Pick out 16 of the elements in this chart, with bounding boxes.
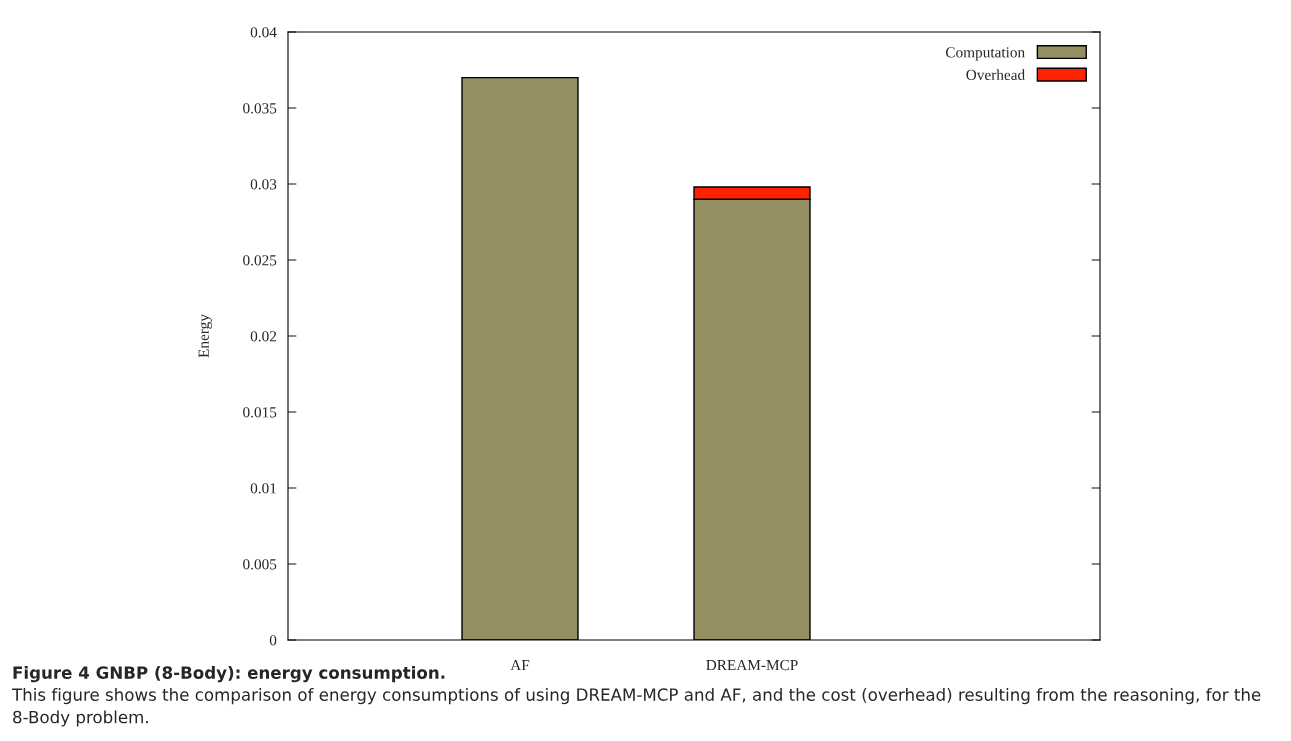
y-axis-title: Energy xyxy=(198,314,212,358)
y-tick-label: 0.025 xyxy=(243,255,277,266)
y-tick-label: 0.02 xyxy=(250,331,277,342)
text: This figure shows the comparison of energy consumptions of using DREAM-MCP and AF, and the cost (overhead) resulting from the reasoning, for the 8-Body problem. xyxy=(11,688,1261,727)
y-tick-label: 0.04 xyxy=(250,27,277,38)
x-tick-label: DREAM-MCP xyxy=(706,659,798,671)
y-tick-label: 0 xyxy=(269,635,277,646)
y-tick-label: 0.03 xyxy=(250,179,277,190)
legend-label: Computation xyxy=(945,47,1025,61)
x-tick-label: AF xyxy=(510,659,530,671)
y-tick-label: 0.035 xyxy=(243,103,277,114)
caption: Figure 4 GNBP (8-Body): energy consumption. xyxy=(13,666,445,683)
legend-label: Overhead xyxy=(966,69,1025,81)
y-tick-label: 0.01 xyxy=(250,483,276,494)
y-tick-label: 0.005 xyxy=(243,559,277,570)
y-tick-label: 0.015 xyxy=(243,407,277,418)
